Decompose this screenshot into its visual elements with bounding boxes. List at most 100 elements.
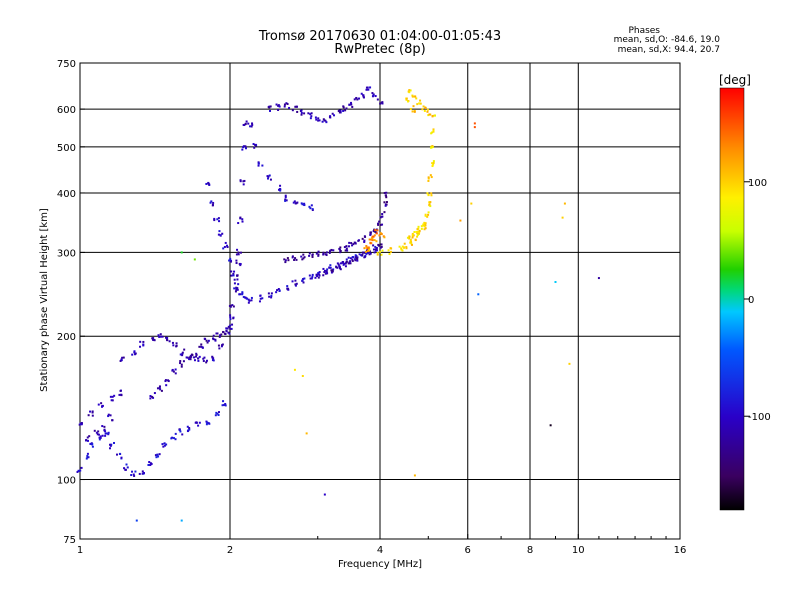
scatter-point	[383, 191, 386, 194]
scatter-point	[428, 113, 431, 116]
scatter-point	[415, 97, 418, 100]
scatter-point	[88, 435, 91, 438]
scatter-point	[372, 244, 375, 247]
scatter-point	[375, 232, 378, 235]
scatter-point	[220, 333, 223, 336]
scatter-point	[178, 428, 181, 431]
scatter-point	[295, 105, 298, 108]
scatter-point	[110, 399, 113, 402]
scatter-point	[287, 259, 290, 262]
scatter-point	[261, 164, 264, 167]
scatter-point	[294, 284, 297, 287]
scatter-point	[250, 125, 253, 128]
scatter-point	[175, 344, 178, 347]
scatter-point	[156, 387, 159, 390]
scatter-point	[225, 244, 228, 247]
scatter-point	[345, 258, 348, 261]
scatter-point	[220, 345, 223, 348]
y-axis-label: Stationary phase Virtual Height [km]	[39, 208, 50, 392]
scatter-point	[331, 112, 334, 115]
scatter-point	[419, 99, 422, 102]
y-tick-label: 75	[63, 535, 76, 546]
scatter-point	[419, 102, 422, 105]
scatter-point	[239, 262, 242, 265]
scatter-point	[205, 182, 208, 185]
scatter-point	[167, 380, 170, 383]
scatter-point	[283, 103, 286, 106]
scatter-point	[268, 105, 271, 108]
scatter-point	[430, 194, 433, 197]
scatter-point	[424, 222, 427, 225]
scatter-point	[85, 457, 88, 460]
scatter-point	[104, 434, 107, 437]
scatter-point	[344, 262, 347, 265]
scatter-point	[268, 295, 271, 298]
scatter-point	[189, 354, 192, 357]
scatter-point	[345, 247, 348, 250]
scatter-point	[259, 297, 262, 300]
scatter-point	[426, 192, 429, 195]
scatter-point	[374, 245, 377, 248]
scatter-point	[186, 425, 189, 428]
scatter-point	[318, 119, 321, 122]
scatter-point	[153, 392, 156, 395]
scatter-point	[380, 243, 383, 246]
scatter-point	[301, 258, 304, 261]
scatter-point	[113, 394, 116, 397]
scatter-point	[135, 519, 138, 522]
scatter-point	[147, 463, 150, 466]
scatter-point	[229, 304, 232, 307]
scatter-point	[291, 255, 294, 258]
scatter-point	[405, 246, 408, 249]
scatter-point	[411, 110, 414, 113]
scatter-point	[376, 252, 379, 255]
scatter-point	[291, 256, 294, 259]
scatter-point	[257, 161, 260, 164]
scatter-point	[165, 336, 168, 339]
scatter-point	[221, 232, 224, 235]
scatter-point	[417, 230, 420, 233]
scatter-point	[342, 106, 345, 109]
scatter-point	[212, 334, 215, 337]
scatter-point	[339, 249, 342, 252]
scatter-point	[347, 262, 350, 265]
scatter-point	[103, 425, 106, 428]
scatter-point	[344, 109, 347, 112]
scatter-point	[351, 105, 354, 108]
scatter-point	[330, 248, 333, 251]
scatter-point	[303, 256, 306, 259]
scatter-point	[197, 424, 200, 427]
scatter-point	[328, 266, 331, 269]
scatter-point	[235, 259, 238, 262]
scatter-point	[429, 201, 432, 204]
x-tick-label: 4	[377, 545, 383, 556]
scatter-point	[432, 160, 435, 163]
scatter-point	[212, 357, 215, 360]
y-tick-label: 750	[57, 59, 76, 70]
scatter-point	[218, 347, 221, 350]
scatter-point	[338, 111, 341, 114]
scatter-point	[230, 274, 233, 277]
scatter-point	[303, 204, 306, 207]
scatter-point	[311, 208, 314, 211]
scatter-point	[279, 189, 282, 192]
scatter-point	[410, 242, 413, 245]
scatter-point	[142, 472, 145, 475]
scatter-point	[232, 272, 235, 275]
scatter-point	[369, 233, 372, 236]
scatter-point	[149, 397, 152, 400]
scatter-point	[161, 335, 164, 338]
scatter-point	[423, 228, 426, 231]
scatter-point	[373, 251, 376, 254]
scatter-point	[231, 323, 234, 326]
scatter-point	[172, 344, 175, 347]
scatter-point	[95, 431, 98, 434]
scatter-point	[337, 263, 340, 266]
scatter-point	[174, 368, 177, 371]
scatter-point	[423, 109, 426, 112]
scatter-point	[309, 207, 312, 210]
scatter-point	[409, 107, 412, 110]
scatter-point	[380, 245, 383, 248]
scatter-point	[355, 97, 358, 100]
scatter-point	[373, 234, 376, 237]
